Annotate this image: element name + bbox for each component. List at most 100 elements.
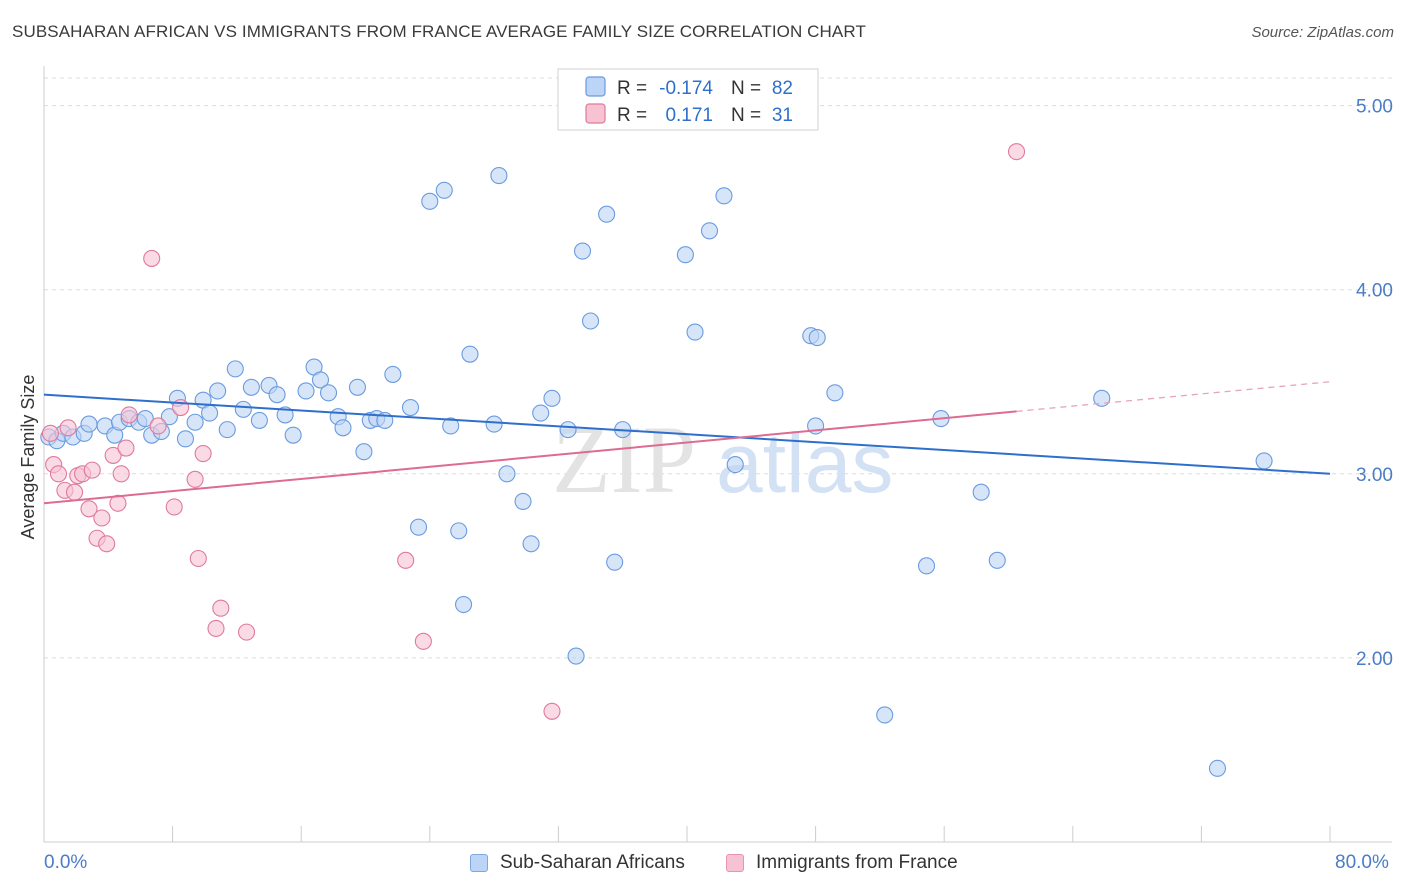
point-sub-saharan — [826, 384, 844, 402]
point-sub-saharan — [573, 242, 592, 260]
watermark: ZIP atlas — [552, 406, 893, 513]
point-france — [83, 461, 101, 479]
point-france — [237, 623, 256, 641]
point-sub-saharan — [676, 246, 694, 264]
source-credit: Source: ZipAtlas.com — [1251, 24, 1394, 41]
legend-n-value: 31 — [772, 105, 793, 126]
point-sub-saharan — [972, 483, 990, 501]
point-france — [414, 632, 432, 650]
point-france — [186, 470, 204, 488]
point-france — [80, 500, 98, 518]
point-sub-saharan — [355, 443, 373, 461]
legend-swatch-blue — [470, 854, 488, 872]
y-axis-title: Average Family Size — [18, 375, 38, 540]
point-france — [49, 465, 68, 483]
point-sub-saharan — [567, 647, 585, 665]
point-france — [143, 249, 161, 267]
y-tick-label: 3.00 — [1356, 465, 1393, 486]
point-sub-saharan — [80, 415, 98, 433]
point-france — [104, 446, 122, 464]
point-france — [207, 619, 225, 637]
trend-line-france-extension — [1016, 381, 1331, 413]
point-france — [117, 439, 135, 457]
point-sub-saharan — [808, 329, 826, 347]
point-france — [112, 465, 130, 483]
legend-n-label: N = — [731, 105, 761, 126]
point-sub-saharan — [311, 371, 330, 389]
point-sub-saharan — [543, 389, 561, 407]
point-sub-saharan — [490, 167, 508, 185]
legend-item-sub-saharan[interactable]: Sub-Saharan Africans — [470, 852, 685, 874]
point-france — [165, 498, 183, 516]
point-sub-saharan — [218, 421, 236, 439]
point-sub-saharan — [606, 553, 624, 571]
point-france — [212, 599, 230, 617]
point-france — [397, 551, 415, 569]
legend-swatch-pink — [726, 854, 744, 872]
point-sub-saharan — [532, 404, 550, 422]
point-sub-saharan — [598, 205, 616, 223]
point-sub-saharan — [1208, 759, 1227, 777]
point-france — [1007, 143, 1026, 161]
point-sub-saharan — [522, 535, 540, 553]
point-sub-saharan — [234, 400, 252, 418]
point-france — [120, 406, 138, 424]
x-tick-label-max: 80.0% — [1335, 852, 1389, 873]
point-sub-saharan — [715, 187, 733, 205]
point-sub-saharan — [917, 557, 936, 575]
y-tick-labels: 2.00 3.00 4.00 5.00 — [1356, 97, 1393, 670]
x-tick-label-min: 0.0% — [44, 852, 88, 873]
point-sub-saharan — [209, 382, 227, 400]
point-sub-saharan — [348, 378, 367, 396]
trend-lines — [43, 381, 1331, 505]
point-france — [149, 417, 167, 435]
point-sub-saharan — [514, 492, 532, 510]
point-sub-saharan — [485, 415, 503, 433]
point-sub-saharan — [409, 518, 428, 536]
point-sub-saharan — [450, 522, 468, 540]
legend-n-label: N = — [731, 78, 761, 99]
y-tick-label: 4.00 — [1356, 281, 1393, 302]
point-sub-saharan — [435, 181, 453, 199]
point-france — [109, 494, 127, 512]
y-axis-title-group: Average Family Size — [18, 375, 38, 540]
trend-line-france — [43, 410, 1017, 505]
legend-label-sub-saharan: Sub-Saharan Africans — [500, 852, 685, 873]
point-france — [194, 445, 212, 463]
point-sub-saharan — [186, 413, 204, 431]
point-sub-saharan — [276, 406, 294, 424]
point-sub-saharan — [401, 398, 420, 417]
point-sub-saharan — [559, 421, 577, 439]
legend-swatch — [585, 103, 606, 124]
point-france — [41, 424, 59, 442]
point-sub-saharan — [201, 404, 219, 422]
legend-n-value: 82 — [772, 78, 793, 99]
point-france — [65, 483, 84, 501]
legend-r-label: R = — [617, 78, 647, 99]
legend-r-value: 0.171 — [665, 105, 713, 126]
point-sub-saharan — [160, 408, 178, 426]
point-sub-saharan — [581, 312, 600, 330]
legend-r-value: -0.174 — [659, 78, 713, 99]
point-sub-saharan — [319, 384, 338, 402]
point-sub-saharan — [242, 378, 260, 396]
legend-label-france: Immigrants from France — [756, 852, 958, 873]
point-sub-saharan — [1255, 452, 1273, 470]
grid-lines — [44, 77, 1392, 659]
point-sub-saharan — [297, 382, 315, 400]
point-sub-saharan — [988, 551, 1006, 569]
legend-box: R = -0.174 N = 82 R = 0.171 N = 31 — [557, 68, 819, 131]
point-france — [543, 702, 561, 720]
point-sub-saharan — [268, 386, 286, 404]
axes — [43, 66, 1392, 843]
point-sub-saharan — [226, 360, 244, 378]
legend-item-france[interactable]: Immigrants from France — [726, 852, 958, 874]
point-sub-saharan — [461, 345, 479, 363]
point-sub-saharan — [455, 595, 473, 614]
point-sub-saharan — [686, 323, 704, 341]
y-tick-label: 5.00 — [1356, 97, 1393, 118]
point-sub-saharan — [700, 222, 719, 240]
point-sub-saharan — [176, 430, 195, 448]
point-sub-saharan — [498, 465, 516, 483]
